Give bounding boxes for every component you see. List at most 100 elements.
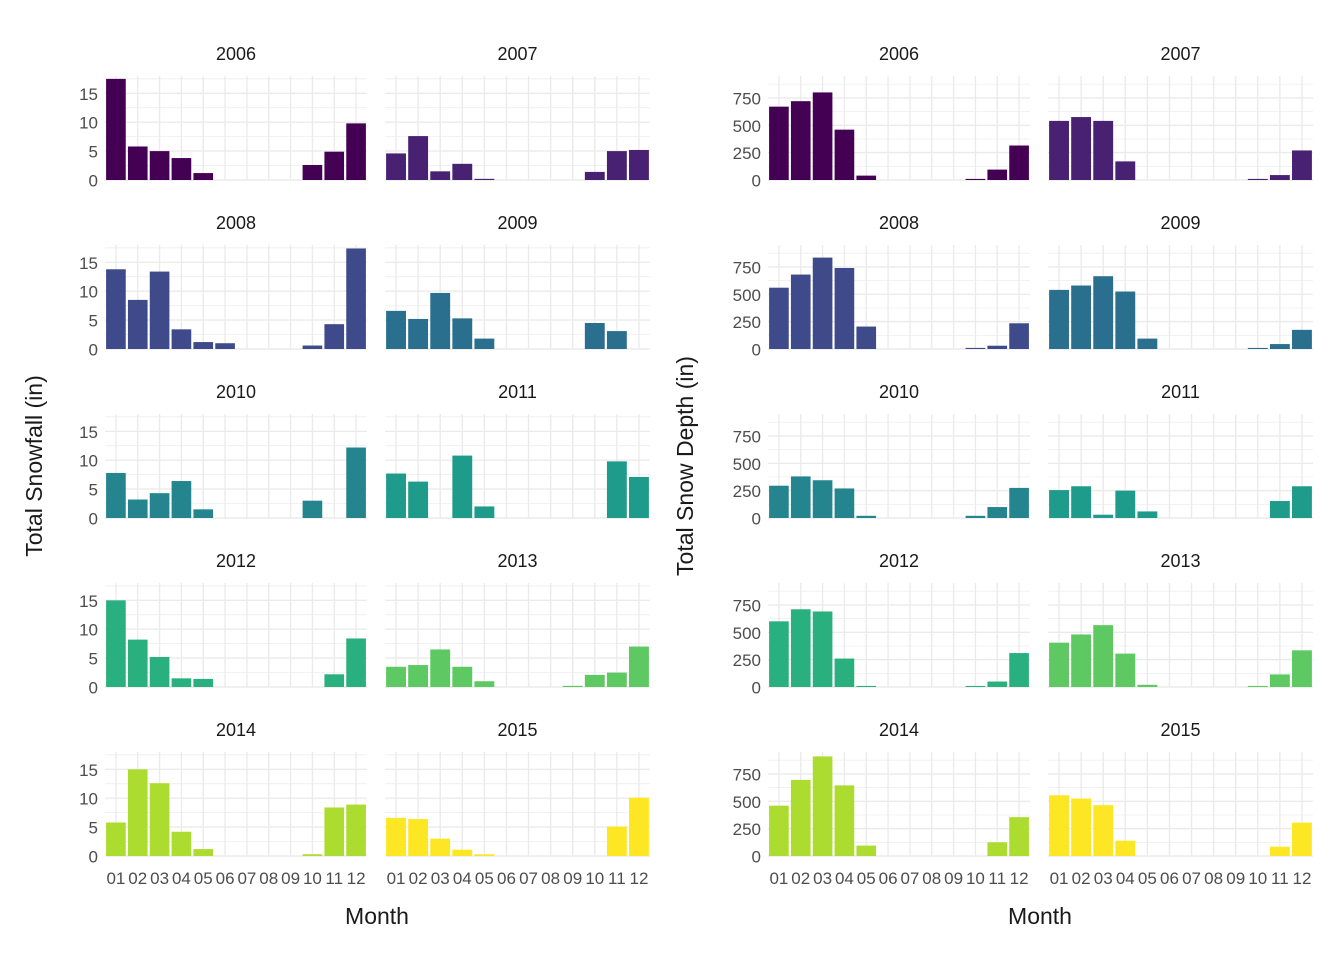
bar xyxy=(606,151,627,180)
y-tick-label: 10 xyxy=(79,621,98,640)
bar xyxy=(987,345,1008,349)
bar xyxy=(1009,145,1029,180)
facet-panel-2008: 2008 0 5 10 15 xyxy=(79,213,367,360)
x-tick-label: 05 xyxy=(1138,869,1157,888)
bar xyxy=(474,338,495,349)
y-tick-label: 15 xyxy=(79,592,98,611)
x-tick-label: 01 xyxy=(106,869,125,888)
bar xyxy=(430,649,451,687)
y-tick-label: 5 xyxy=(89,650,98,669)
bar xyxy=(193,342,214,349)
bar xyxy=(1115,490,1136,518)
facet-panel-2013: 2013 xyxy=(1048,551,1313,688)
facet-title: 2014 xyxy=(216,720,256,740)
bar xyxy=(1049,490,1069,518)
facet-title: 2015 xyxy=(1160,720,1200,740)
bar xyxy=(629,476,649,518)
y-tick-label: 750 xyxy=(733,427,761,446)
y-tick-label: 10 xyxy=(79,452,98,471)
bar xyxy=(302,345,323,349)
bar xyxy=(1049,120,1069,180)
y-tick-label: 10 xyxy=(79,114,98,133)
facet-title: 2012 xyxy=(879,551,919,571)
y-tick-label: 500 xyxy=(733,455,761,474)
y-tick-label: 0 xyxy=(89,848,98,867)
x-tick-label: 02 xyxy=(1072,869,1091,888)
facet-panel-2013: 2013 xyxy=(385,551,650,688)
bar xyxy=(606,461,627,518)
facet-panel-2007: 2007 xyxy=(1048,44,1313,181)
bar xyxy=(408,665,429,687)
bar xyxy=(452,163,473,180)
bar xyxy=(452,849,473,856)
facet-title: 2014 xyxy=(879,720,919,740)
y-tick-label: 750 xyxy=(733,765,761,784)
facet-title: 2007 xyxy=(497,44,537,64)
bar xyxy=(106,269,126,349)
bar xyxy=(1009,653,1029,687)
bar xyxy=(302,164,323,180)
x-tick-label: 09 xyxy=(281,869,300,888)
x-tick-label: 10 xyxy=(585,869,604,888)
bar xyxy=(149,493,170,518)
bar xyxy=(346,804,366,856)
bar xyxy=(127,299,148,349)
x-tick-label: 10 xyxy=(966,869,985,888)
y-tick-label: 250 xyxy=(733,820,761,839)
bar xyxy=(790,779,811,856)
bar xyxy=(474,681,495,687)
bar xyxy=(1093,805,1114,856)
bar xyxy=(965,178,986,180)
facet-title: 2011 xyxy=(498,382,537,402)
bar xyxy=(1115,291,1136,349)
x-tick-label: 03 xyxy=(150,869,169,888)
x-tick-label: 03 xyxy=(1094,869,1113,888)
x-tick-label: 11 xyxy=(988,869,1006,888)
facet-panel-2006: 2006 0 250 500 750 xyxy=(733,44,1030,191)
bar xyxy=(965,347,986,349)
bar xyxy=(606,826,627,856)
bar xyxy=(127,769,148,856)
x-tick-label: 03 xyxy=(813,869,832,888)
facet-panel-2006: 2006 0 5 10 15 xyxy=(79,44,367,191)
y-tick-label: 15 xyxy=(79,85,98,104)
x-tick-label: 02 xyxy=(128,869,147,888)
x-tick-label: 01 xyxy=(769,869,788,888)
facet-panel-2008: 2008 0 250 500 750 xyxy=(733,213,1030,360)
y-tick-label: 5 xyxy=(89,143,98,162)
bar xyxy=(812,257,833,349)
bar xyxy=(1292,822,1312,856)
y-tick-label: 250 xyxy=(733,482,761,501)
x-tick-label: 04 xyxy=(1116,869,1135,888)
y-tick-label: 500 xyxy=(733,117,761,136)
bar xyxy=(324,151,345,180)
bar xyxy=(106,78,126,180)
facet-title: 2012 xyxy=(216,551,256,571)
bar xyxy=(408,819,429,856)
x-tick-label: 01 xyxy=(387,869,406,888)
x-axis-title: Month xyxy=(1008,903,1072,929)
facet-panel-2009: 2009 xyxy=(1048,213,1313,350)
x-tick-label: 12 xyxy=(1010,869,1029,888)
facet-title: 2007 xyxy=(1160,44,1200,64)
bar xyxy=(562,685,583,687)
bar xyxy=(408,481,429,518)
bar xyxy=(474,854,495,856)
bar xyxy=(769,106,789,180)
y-tick-label: 250 xyxy=(733,313,761,332)
y-tick-label: 0 xyxy=(89,341,98,360)
x-tick-label: 06 xyxy=(216,869,235,888)
bar xyxy=(1071,117,1092,180)
x-tick-label: 10 xyxy=(303,869,322,888)
facet-panel-2015: 2015 01 02 03 04 05 06 07 08 09 10 11 12 xyxy=(385,720,650,888)
bar xyxy=(171,678,192,687)
bar xyxy=(584,171,605,180)
bar xyxy=(452,666,473,687)
y-tick-label: 0 xyxy=(89,172,98,191)
bar xyxy=(193,678,214,687)
x-tick-label: 06 xyxy=(879,869,898,888)
bar xyxy=(1269,344,1290,349)
facet-title: 2009 xyxy=(497,213,537,233)
